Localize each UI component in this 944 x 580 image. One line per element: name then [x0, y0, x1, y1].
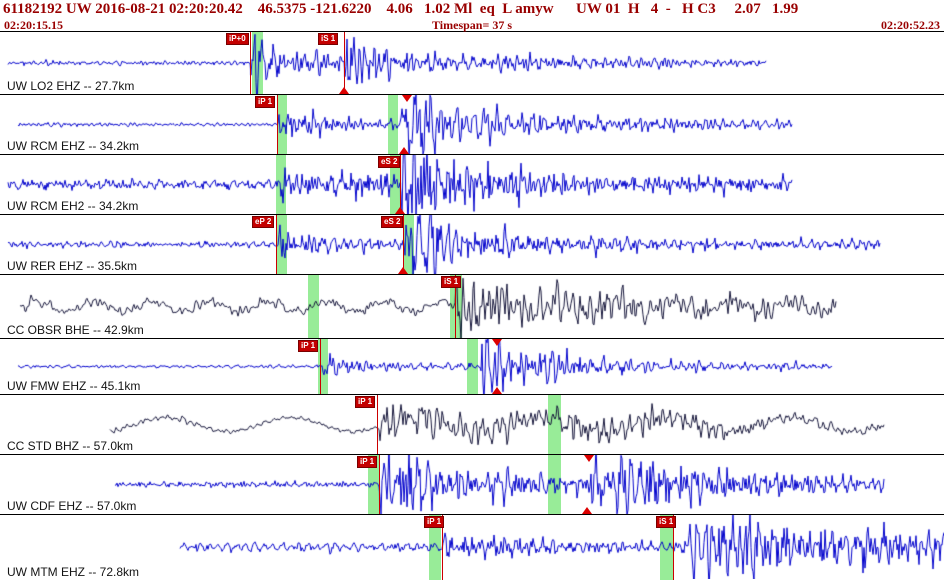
pick-line[interactable] — [250, 32, 251, 94]
pick-line[interactable] — [277, 95, 278, 154]
pick-marker-triangle — [492, 387, 502, 394]
event-summary: 61182192 UW 2016-08-21 02:20:20.42 46.53… — [3, 1, 799, 17]
pick-line[interactable] — [377, 395, 378, 454]
pick-flag[interactable]: iP 1 — [298, 340, 319, 352]
pick-flag[interactable]: eP 2 — [252, 216, 275, 228]
pick-line[interactable] — [400, 155, 401, 214]
trace-panel[interactable]: CC STD BHZ -- 57.0km iP 1 — [0, 395, 944, 455]
window-end-time: 02:20:52.23 — [881, 18, 940, 32]
pick-marker-triangle — [582, 507, 592, 514]
header-bar: 61182192 UW 2016-08-21 02:20:20.42 46.53… — [0, 0, 944, 32]
pick-flag[interactable]: iP+0 — [226, 33, 249, 45]
waveform-canvas[interactable] — [0, 32, 944, 94]
pick-line[interactable] — [344, 32, 345, 94]
pick-line[interactable] — [673, 515, 674, 580]
trace-label: UW RCM EH2 -- 34.2km — [7, 199, 139, 213]
trace-panel[interactable]: UW RCM EH2 -- 34.2km eS 2 — [0, 155, 944, 215]
pick-line[interactable] — [455, 275, 456, 338]
trace-panel[interactable]: UW CDF EHZ -- 57.0km iP 1 — [0, 455, 944, 515]
trace-panel[interactable]: UW MTM EHZ -- 72.8km iP 1 iS 1 — [0, 515, 944, 580]
trace-panel[interactable]: UW RCM EHZ -- 34.2km iP 1 — [0, 95, 944, 155]
pick-flag[interactable]: iS 1 — [441, 276, 462, 288]
trace-label: UW CDF EHZ -- 57.0km — [7, 499, 137, 513]
pick-line[interactable] — [379, 455, 380, 514]
pick-marker-triangle — [584, 455, 594, 462]
time-axis-row: 02:20:15.15 Timespan= 37 s 02:20:52.23 — [3, 18, 941, 33]
pick-flag[interactable]: iP 1 — [255, 96, 276, 108]
pick-marker-triangle — [399, 147, 409, 154]
window-start-time: 02:20:15.15 — [4, 18, 63, 32]
trace-label: CC OBSR BHE -- 42.9km — [7, 323, 144, 337]
trace-label: UW LO2 EHZ -- 27.7km — [7, 79, 135, 93]
pick-marker-triangle — [492, 339, 502, 346]
trace-panel[interactable]: UW FMW EHZ -- 45.1km iP 1 — [0, 339, 944, 395]
pick-line[interactable] — [276, 215, 277, 274]
trace-panel[interactable]: UW LO2 EHZ -- 27.7km iP+0 iS 1 — [0, 32, 944, 95]
pick-flag[interactable]: iS 1 — [656, 516, 677, 528]
trace-label: UW RER EHZ -- 35.5km — [7, 259, 138, 273]
pick-flag[interactable]: eS 2 — [378, 156, 401, 168]
pick-marker-triangle — [398, 267, 408, 274]
waveform-canvas[interactable] — [0, 215, 944, 274]
pick-line[interactable] — [320, 339, 321, 394]
trace-label: UW FMW EHZ -- 45.1km — [7, 379, 141, 393]
timespan-label: Timespan= 37 s — [432, 18, 512, 32]
pick-marker-triangle — [339, 87, 349, 94]
pick-flag[interactable]: eS 2 — [381, 216, 404, 228]
trace-label: UW RCM EHZ -- 34.2km — [7, 139, 139, 153]
pick-flag[interactable]: iP 1 — [357, 456, 378, 468]
pick-flag[interactable]: iP 1 — [424, 516, 445, 528]
pick-line[interactable] — [442, 515, 443, 580]
pick-flag[interactable]: iS 1 — [318, 33, 339, 45]
pick-flag[interactable]: iP 1 — [355, 396, 376, 408]
waveform-canvas[interactable] — [0, 395, 944, 454]
trace-label: CC STD BHZ -- 57.0km — [7, 439, 134, 453]
waveform-canvas[interactable] — [0, 455, 944, 514]
waveform-canvas[interactable] — [0, 515, 944, 579]
pick-marker-triangle — [395, 207, 405, 214]
waveform-canvas[interactable] — [0, 95, 944, 154]
waveform-canvas[interactable] — [0, 155, 944, 214]
waveform-canvas[interactable] — [0, 275, 944, 338]
trace-label: UW MTM EHZ -- 72.8km — [7, 565, 139, 579]
trace-panel[interactable]: CC OBSR BHE -- 42.9km iS 1 — [0, 275, 944, 339]
pick-marker-triangle — [402, 95, 412, 102]
trace-panel[interactable]: UW RER EHZ -- 35.5km eP 2 eS 2 — [0, 215, 944, 275]
pick-line[interactable] — [403, 215, 404, 274]
waveform-canvas[interactable] — [0, 339, 944, 394]
trace-area: UW LO2 EHZ -- 27.7km iP+0 iS 1 UW RCM EHZ… — [0, 32, 944, 580]
